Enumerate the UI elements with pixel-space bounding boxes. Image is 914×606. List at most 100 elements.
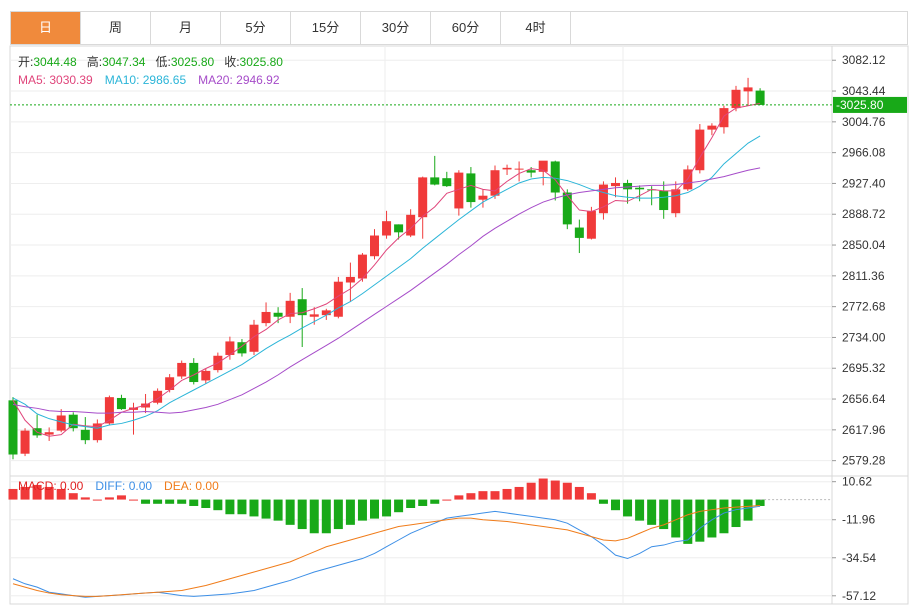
macd-bar — [357, 499, 367, 521]
macd-bar — [731, 499, 741, 528]
candle-body — [743, 87, 753, 92]
tab-4[interactable]: 15分 — [291, 12, 361, 44]
candle-body — [201, 370, 211, 381]
candle-body — [478, 195, 488, 200]
macd-bar — [225, 499, 235, 515]
price-tick-label: 3082.12 — [842, 53, 886, 67]
tab-7[interactable]: 4时 — [501, 12, 571, 44]
macd-bar — [586, 493, 596, 500]
tab-5[interactable]: 30分 — [361, 12, 431, 44]
ohlc-value: 3025.80 — [240, 55, 284, 69]
candle-body — [719, 108, 729, 128]
ohlc-label: 低: — [155, 55, 170, 69]
price-tick-label: 2927.40 — [842, 176, 886, 190]
candle-body — [466, 173, 476, 203]
macd-bar — [321, 499, 331, 534]
macd-bar — [68, 493, 78, 500]
ohlc-label: 高: — [87, 54, 102, 69]
macd-bar — [80, 497, 90, 500]
macd-bar — [261, 499, 271, 519]
candle-body — [526, 170, 536, 173]
price-tick-label: 3043.44 — [842, 84, 886, 98]
candle-body — [345, 276, 355, 283]
candle-body — [177, 362, 187, 377]
macd-legend-item: DIFF: 0.00 — [95, 479, 152, 493]
candle-body — [20, 430, 30, 454]
macd-bar — [514, 486, 524, 500]
macd-bar — [92, 499, 102, 501]
macd-bar — [8, 488, 18, 500]
candle-body — [418, 177, 428, 218]
macd-tick-label: -57.12 — [842, 589, 876, 603]
candle-body — [707, 125, 717, 130]
last-price-tag — [833, 96, 907, 113]
candle-body — [104, 397, 114, 424]
candle-body — [92, 423, 102, 441]
candle-body — [249, 324, 259, 352]
price-tick-label: 2966.08 — [842, 146, 886, 160]
ma-legend-item: MA10: 2986.65 — [105, 73, 187, 87]
macd-bar — [273, 499, 283, 521]
macd-bar — [623, 499, 633, 517]
macd-bar — [406, 499, 416, 508]
candle-body — [297, 299, 307, 316]
macd-bar — [454, 495, 464, 500]
macd-legend-item: DEA: 0.00 — [164, 479, 219, 493]
candle-body — [430, 177, 440, 185]
price-tick-label: 2772.68 — [842, 300, 886, 314]
candle-body — [153, 390, 163, 403]
macd-bar — [345, 499, 355, 525]
price-tick-label: 2850.04 — [842, 238, 886, 252]
price-tick-label: 2656.64 — [842, 392, 886, 406]
ohlc-label: 收: — [224, 55, 239, 69]
macd-bar — [647, 499, 657, 525]
candle-body — [671, 189, 681, 214]
price-tick-label: 2734.00 — [842, 330, 886, 344]
candle-body — [538, 160, 548, 172]
macd-bar — [430, 499, 440, 504]
ma5-line — [12, 102, 761, 437]
tab-0[interactable]: 日 — [11, 12, 81, 44]
price-tick-label: 2617.96 — [842, 423, 886, 437]
candle-body — [502, 167, 512, 170]
candle-body — [189, 362, 199, 383]
macd-bar — [32, 484, 42, 500]
tab-6[interactable]: 60分 — [431, 12, 501, 44]
macd-bar — [153, 499, 163, 504]
candle-body — [261, 311, 271, 324]
macd-bar — [707, 499, 717, 538]
candle-body — [731, 89, 741, 109]
candle-body — [394, 224, 404, 233]
macd-bar — [683, 499, 693, 544]
candle-body — [695, 129, 705, 171]
macd-bar — [695, 499, 705, 542]
macd-bar — [418, 499, 428, 506]
tab-2[interactable]: 月 — [151, 12, 221, 44]
candle-body — [333, 281, 343, 317]
tab-1[interactable]: 周 — [81, 12, 151, 44]
price-tick-label: 2888.72 — [842, 207, 886, 221]
ma20-line — [12, 167, 761, 414]
macd-bar — [671, 499, 681, 538]
macd-bar — [165, 499, 175, 504]
macd-bar — [478, 491, 488, 500]
macd-bar — [297, 499, 307, 530]
candle-body — [454, 172, 464, 209]
candle-body — [309, 314, 319, 317]
macd-bar — [201, 499, 211, 508]
tab-3[interactable]: 5分 — [221, 12, 291, 44]
macd-bar — [56, 488, 66, 500]
macd-bar — [743, 499, 753, 521]
candle-body — [586, 210, 596, 239]
macd-legend-item: MACD: 0.00 — [18, 479, 84, 493]
macd-bar — [141, 499, 151, 504]
candle-body — [514, 168, 524, 170]
price-tick-label: 2579.28 — [842, 454, 886, 468]
candle-body — [623, 182, 633, 190]
macd-bar — [237, 499, 247, 515]
macd-bar — [466, 493, 476, 500]
macd-bar — [333, 499, 343, 530]
macd-bar — [189, 499, 199, 506]
macd-tick-label: -34.54 — [842, 551, 876, 565]
